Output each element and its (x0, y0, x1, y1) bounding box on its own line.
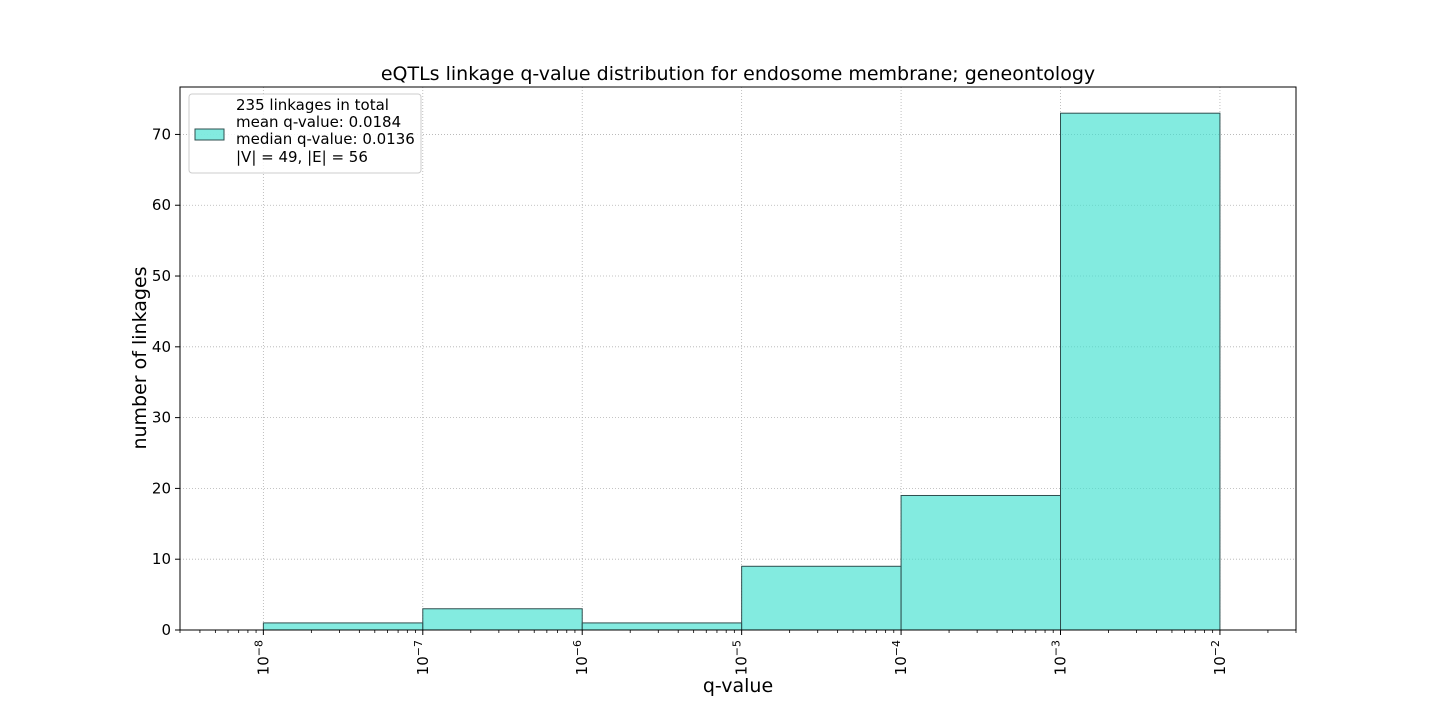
histogram-bar (422, 608, 583, 631)
histogram-bar (581, 622, 743, 631)
legend-line-mean: mean q-value: 0.0184 (236, 113, 401, 131)
y-tick-label: 10 (152, 550, 171, 568)
x-axis-ticks: 10−8 10−7 10−6 10−5 10−4 10−3 10−2 (179, 630, 1297, 675)
histogram-bar (262, 622, 424, 631)
x-tick-label: 10−6 (571, 640, 591, 675)
x-tick-label: 10−5 (731, 640, 751, 675)
y-tick-label: 40 (152, 338, 171, 356)
legend-line-total: 235 linkages in total (236, 96, 389, 114)
x-tick-label: 10−4 (890, 640, 910, 675)
legend-line-median: median q-value: 0.0136 (236, 130, 415, 148)
y-tick-label: 30 (152, 409, 171, 427)
x-tick-exponent: −5 (731, 640, 744, 656)
x-tick-exponent: −2 (1209, 640, 1222, 656)
bars (262, 112, 1221, 631)
y-tick-label: 60 (152, 196, 171, 214)
x-tick-label: 10−2 (1209, 640, 1229, 675)
y-axis-ticks: 0 10 20 30 40 50 60 70 (152, 125, 180, 639)
y-tick-label: 0 (161, 621, 171, 639)
y-axis-label: number of linkages (129, 266, 151, 449)
histogram-bar (900, 494, 1062, 631)
histogram-bar (741, 565, 902, 631)
x-tick-exponent: −4 (890, 640, 903, 656)
legend: 235 linkages in total mean q-value: 0.01… (188, 93, 422, 174)
legend-swatch (194, 128, 225, 141)
x-tick-exponent: −6 (571, 640, 584, 656)
x-tick-exponent: −3 (1050, 640, 1063, 656)
x-tick-label: 10−3 (1050, 640, 1070, 675)
x-tick-label: 10−8 (252, 640, 272, 675)
plot-frame (179, 86, 1297, 631)
x-tick-exponent: −8 (252, 640, 265, 656)
x-axis-label: q-value (703, 675, 773, 697)
legend-box (188, 93, 422, 174)
legend-line-graph-size: |V| = 49, |E| = 56 (236, 148, 368, 166)
histogram-bar (1060, 112, 1221, 631)
x-tick-label: 10−7 (412, 640, 432, 675)
chart-title: eQTLs linkage q-value distribution for e… (381, 63, 1095, 85)
y-tick-label: 20 (152, 479, 171, 497)
y-tick-label: 70 (152, 125, 171, 143)
x-tick-exponent: −7 (412, 640, 425, 656)
y-tick-label: 50 (152, 267, 171, 285)
